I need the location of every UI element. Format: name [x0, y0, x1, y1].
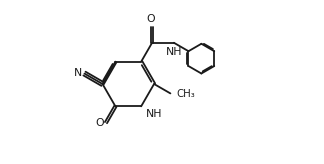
- Text: CH₃: CH₃: [176, 89, 195, 99]
- Text: NH: NH: [145, 109, 162, 119]
- Text: O: O: [95, 118, 104, 128]
- Text: O: O: [147, 14, 156, 24]
- Text: NH: NH: [166, 47, 183, 57]
- Text: N: N: [74, 68, 82, 78]
